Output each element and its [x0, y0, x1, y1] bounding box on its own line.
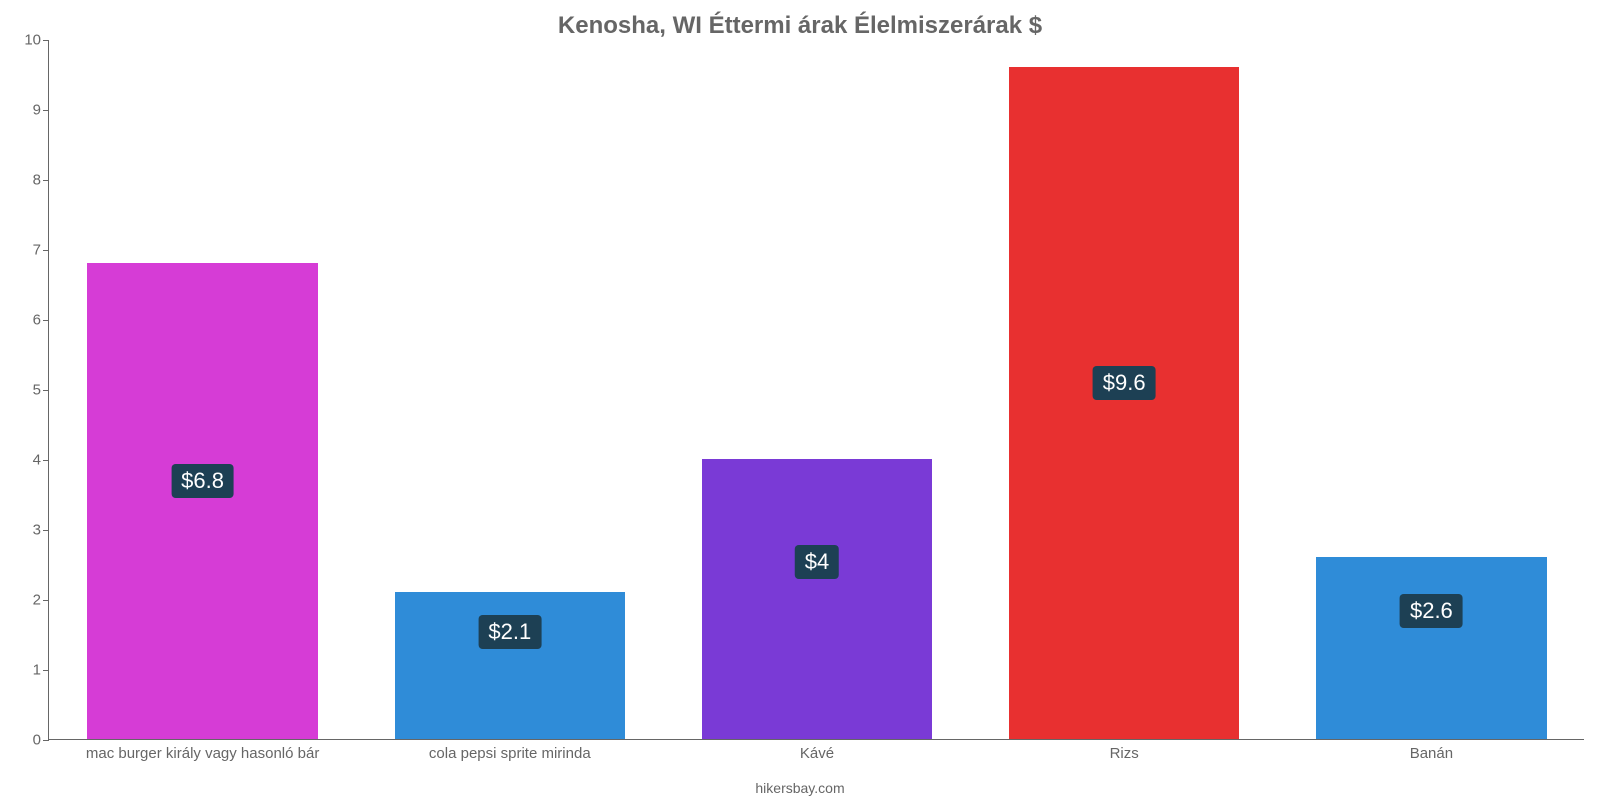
y-tick-label: 5 — [9, 382, 41, 399]
x-category-label: cola pepsi sprite mirinda — [429, 745, 591, 762]
y-tick-mark — [43, 40, 49, 41]
value-badge: $2.1 — [478, 615, 541, 649]
y-tick-label: 8 — [9, 172, 41, 189]
y-tick-label: 7 — [9, 242, 41, 259]
y-tick-mark — [43, 110, 49, 111]
y-tick-label: 6 — [9, 312, 41, 329]
y-tick-mark — [43, 740, 49, 741]
y-tick-label: 0 — [9, 732, 41, 749]
y-tick-label: 9 — [9, 102, 41, 119]
value-badge: $6.8 — [171, 464, 234, 498]
x-category-label: Rizs — [1110, 745, 1139, 762]
value-badge: $9.6 — [1093, 366, 1156, 400]
bar — [1009, 67, 1239, 739]
chart-title: Kenosha, WI Éttermi árak Élelmiszerárak … — [0, 12, 1600, 40]
y-tick-mark — [43, 180, 49, 181]
chart-container: Kenosha, WI Éttermi árak Élelmiszerárak … — [0, 0, 1600, 800]
x-category-label: mac burger király vagy hasonló bár — [86, 745, 319, 762]
plot-area: 012345678910mac burger király vagy hason… — [48, 40, 1584, 740]
bar — [702, 459, 932, 739]
value-badge: $2.6 — [1400, 594, 1463, 628]
y-tick-mark — [43, 390, 49, 391]
y-tick-label: 4 — [9, 452, 41, 469]
y-tick-mark — [43, 320, 49, 321]
x-category-label: Kávé — [800, 745, 834, 762]
y-tick-mark — [43, 670, 49, 671]
x-category-label: Banán — [1410, 745, 1453, 762]
chart-attribution: hikersbay.com — [0, 780, 1600, 796]
y-tick-label: 2 — [9, 592, 41, 609]
y-tick-label: 1 — [9, 662, 41, 679]
y-tick-mark — [43, 530, 49, 531]
y-tick-label: 3 — [9, 522, 41, 539]
y-tick-mark — [43, 250, 49, 251]
y-tick-mark — [43, 460, 49, 461]
y-tick-mark — [43, 600, 49, 601]
value-badge: $4 — [795, 545, 839, 579]
y-tick-label: 10 — [9, 32, 41, 49]
bar — [1316, 557, 1546, 739]
bar — [87, 263, 317, 739]
